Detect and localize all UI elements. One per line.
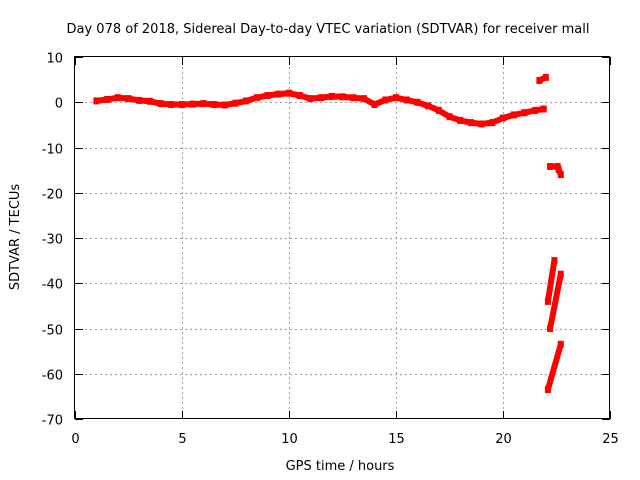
- data-point: [93, 97, 100, 105]
- data-point: [532, 106, 539, 114]
- series-line-segment-c: [544, 257, 558, 305]
- x-tick-label: 15: [388, 432, 405, 447]
- grid-lines: [75, 57, 610, 419]
- data-series: [93, 73, 564, 394]
- data-point: [425, 102, 432, 110]
- chart-title: Day 078 of 2018, Sidereal Day-to-day VTE…: [67, 22, 590, 37]
- data-point: [457, 116, 464, 124]
- y-tick-label: -20: [42, 188, 63, 203]
- data-point: [318, 94, 325, 102]
- data-point: [189, 100, 196, 108]
- data-point: [243, 97, 250, 105]
- data-point: [500, 114, 506, 122]
- data-point: [382, 96, 389, 104]
- y-tick-label: -40: [42, 278, 63, 293]
- data-point: [232, 99, 239, 107]
- data-point: [557, 340, 564, 348]
- data-point: [157, 100, 164, 108]
- data-point: [542, 73, 549, 81]
- data-point: [221, 101, 228, 109]
- plot-frame: [74, 56, 610, 419]
- data-point: [275, 90, 282, 98]
- y-tick-label: 0: [55, 97, 63, 112]
- series-line-segment-d: [547, 271, 564, 332]
- data-point: [446, 113, 453, 121]
- data-point: [393, 94, 399, 102]
- y-axis-label: SDTVAR / TECUs: [8, 184, 23, 291]
- y-tick-label: -10: [42, 143, 63, 158]
- data-point: [551, 257, 558, 265]
- x-tick-labels: 0 5 10 15 20 25: [71, 432, 618, 447]
- y-tick-label: -60: [42, 369, 63, 384]
- data-point: [547, 163, 554, 170]
- data-point: [547, 325, 554, 332]
- data-point: [264, 92, 271, 99]
- data-point: [296, 92, 303, 99]
- data-point: [286, 89, 292, 97]
- data-point: [403, 96, 410, 104]
- data-point: [478, 120, 485, 128]
- x-tick-label: 0: [71, 432, 79, 447]
- data-point: [104, 96, 111, 103]
- y-tick-label: 10: [46, 52, 63, 67]
- data-point: [307, 95, 314, 103]
- series-line-segment-e: [544, 341, 564, 393]
- data-point: [168, 101, 175, 108]
- data-point: [540, 105, 547, 113]
- x-tick-label: 25: [602, 432, 619, 447]
- data-point: [544, 297, 551, 305]
- data-point: [200, 100, 207, 108]
- data-point: [557, 270, 564, 278]
- data-point: [125, 95, 132, 103]
- x-axis-label: GPS time / hours: [286, 459, 395, 474]
- data-point: [414, 98, 421, 106]
- y-tick-label: -70: [42, 414, 63, 429]
- data-point: [510, 111, 517, 119]
- data-point: [253, 94, 260, 102]
- data-point: [360, 95, 367, 103]
- data-point: [555, 165, 562, 173]
- data-point: [521, 109, 528, 117]
- data-point: [328, 92, 335, 100]
- data-point: [489, 119, 496, 127]
- data-point: [435, 106, 442, 114]
- data-point: [211, 101, 218, 108]
- x-tick-label: 10: [281, 432, 298, 447]
- y-tick-label: -50: [42, 324, 63, 339]
- data-point: [179, 101, 185, 108]
- data-point: [371, 101, 378, 108]
- y-tick-labels: 10 0 -10 -20 -30 -40 -50 -60 -70: [42, 52, 63, 429]
- data-point: [350, 94, 357, 102]
- data-point: [467, 119, 474, 127]
- data-point: [146, 97, 153, 105]
- data-point: [339, 93, 346, 101]
- x-tick-label: 20: [495, 432, 512, 447]
- data-point: [544, 386, 551, 394]
- data-point: [114, 94, 121, 102]
- data-point: [557, 171, 564, 179]
- y-tick-label: -30: [42, 233, 63, 248]
- data-point: [536, 77, 543, 84]
- data-point: [136, 96, 143, 104]
- x-tick-label: 5: [178, 432, 186, 447]
- axis-ticks: [75, 57, 611, 420]
